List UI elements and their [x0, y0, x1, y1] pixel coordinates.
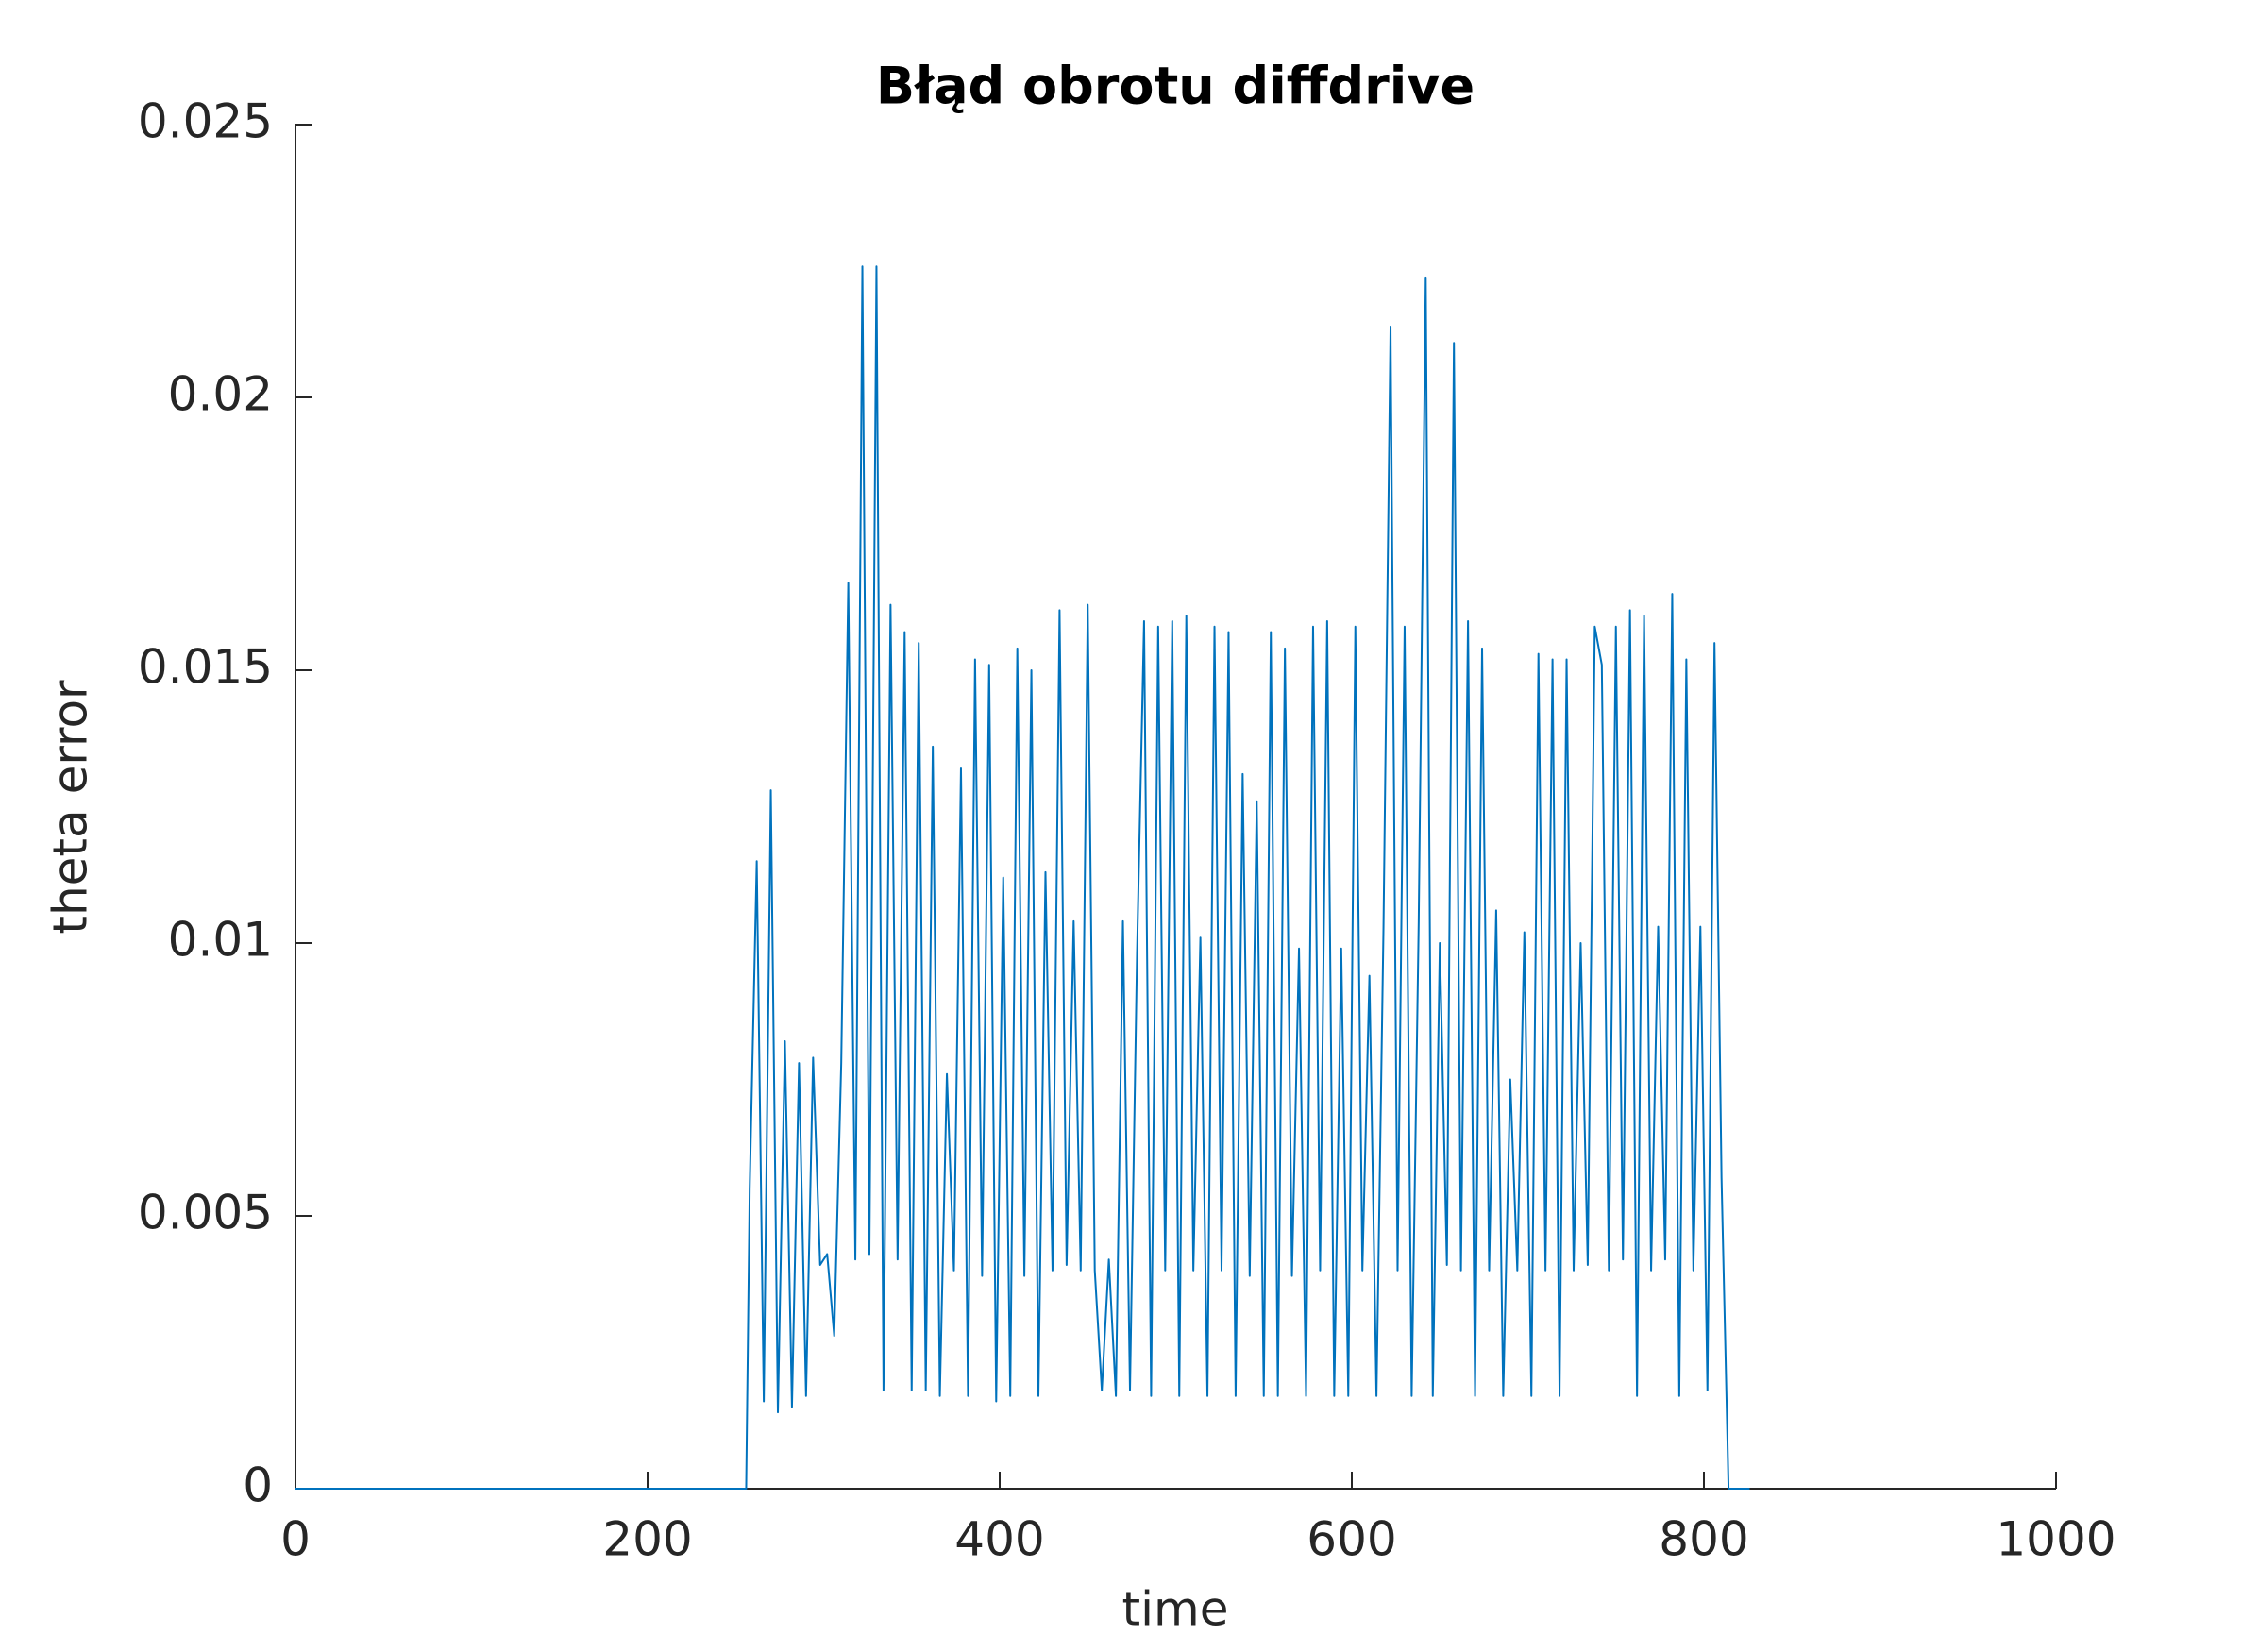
x-tick-label: 400: [954, 1512, 1044, 1567]
y-tick-label: 0.01: [168, 913, 273, 968]
y-tick-label: 0.015: [138, 640, 273, 695]
y-tick-label: 0.025: [138, 94, 273, 149]
data-line: [295, 265, 1750, 1490]
x-axis-label: time: [1122, 1582, 1229, 1637]
y-tick-label: 0.02: [168, 367, 273, 422]
x-tick-label: 0: [280, 1512, 311, 1567]
y-axis-label: theta error: [43, 680, 98, 935]
chart-title: Błąd obrotu diffdrive: [876, 57, 1475, 116]
x-tick-label: 800: [1659, 1512, 1748, 1567]
x-tick-label: 1000: [1996, 1512, 2116, 1567]
y-tick-label: 0.005: [138, 1186, 273, 1240]
y-tick-label: 0: [243, 1458, 273, 1513]
x-tick-label: 200: [602, 1512, 692, 1567]
x-tick-label: 600: [1306, 1512, 1396, 1567]
